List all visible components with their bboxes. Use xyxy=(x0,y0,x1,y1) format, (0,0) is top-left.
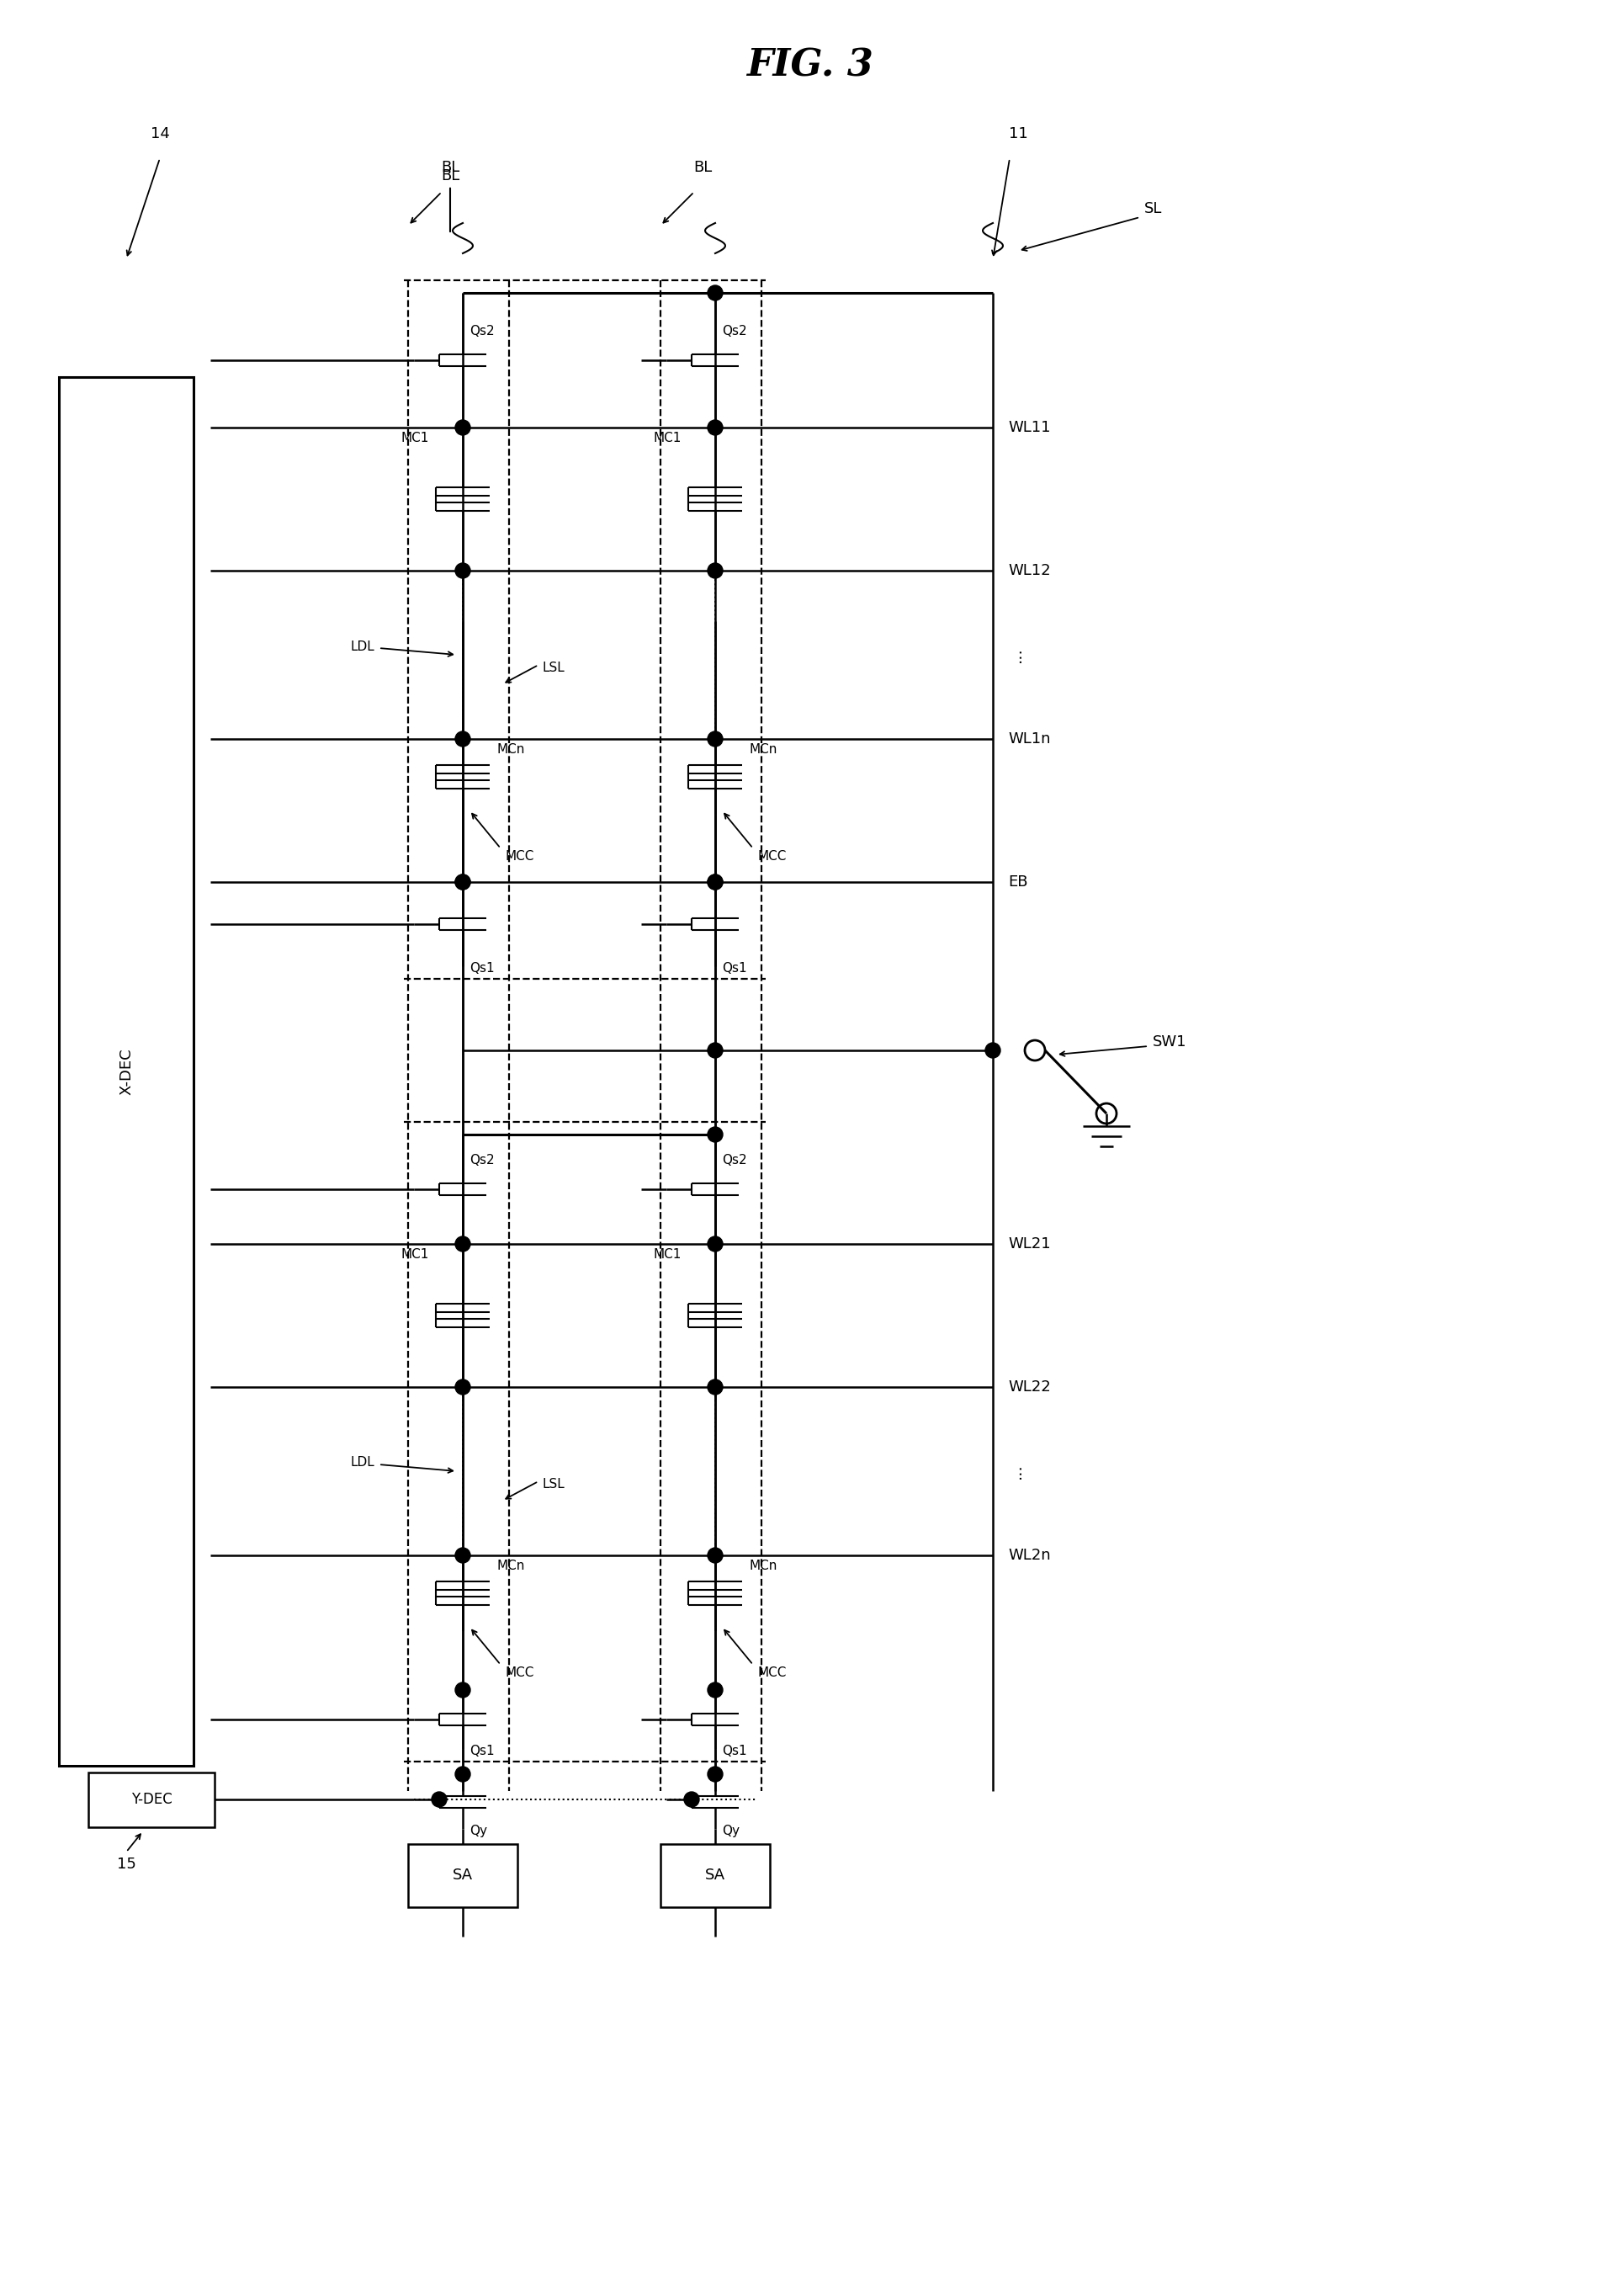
Text: WL21: WL21 xyxy=(1008,1235,1050,1251)
Text: Qs2: Qs2 xyxy=(469,324,493,338)
Text: Qs1: Qs1 xyxy=(722,962,746,974)
Text: MCC: MCC xyxy=(505,1667,534,1678)
Circle shape xyxy=(707,1683,722,1697)
Circle shape xyxy=(707,1766,722,1782)
Circle shape xyxy=(707,1235,722,1251)
Circle shape xyxy=(455,1235,471,1251)
Circle shape xyxy=(707,285,722,301)
Text: WL2n: WL2n xyxy=(1008,1548,1050,1564)
Text: Qy: Qy xyxy=(469,1825,487,1837)
Text: MCC: MCC xyxy=(757,1667,786,1678)
Text: WL11: WL11 xyxy=(1008,420,1050,436)
Text: SA: SA xyxy=(453,1867,472,1883)
Circle shape xyxy=(707,1042,722,1058)
Circle shape xyxy=(455,420,471,436)
Text: MC1: MC1 xyxy=(654,1249,681,1261)
Bar xyxy=(89,1773,215,1828)
Circle shape xyxy=(455,563,471,579)
Text: SL: SL xyxy=(1144,202,1162,216)
Circle shape xyxy=(707,732,722,746)
Text: 15: 15 xyxy=(116,1855,136,1871)
Text: MCC: MCC xyxy=(505,850,534,863)
Text: Qy: Qy xyxy=(722,1825,739,1837)
Text: Qs2: Qs2 xyxy=(722,1153,746,1166)
Text: Y-DEC: Y-DEC xyxy=(131,1791,172,1807)
Text: MCn: MCn xyxy=(497,1559,524,1573)
Text: SW1: SW1 xyxy=(1152,1035,1186,1049)
Text: Qs2: Qs2 xyxy=(722,324,746,338)
Circle shape xyxy=(455,875,471,889)
Text: EB: EB xyxy=(1008,875,1027,889)
Circle shape xyxy=(707,1548,722,1564)
Text: BL: BL xyxy=(693,161,712,174)
Text: WL22: WL22 xyxy=(1008,1380,1050,1394)
Bar xyxy=(660,1844,770,1906)
Text: Qs1: Qs1 xyxy=(469,1745,493,1756)
Text: 11: 11 xyxy=(1008,126,1027,142)
Text: MCn: MCn xyxy=(497,744,524,755)
Circle shape xyxy=(707,1380,722,1394)
Text: WL1n: WL1n xyxy=(1008,732,1050,746)
Circle shape xyxy=(455,732,471,746)
Text: MC1: MC1 xyxy=(401,432,429,445)
Circle shape xyxy=(455,1548,471,1564)
Text: BL: BL xyxy=(440,161,460,174)
Text: MCn: MCn xyxy=(749,744,777,755)
Text: LDL: LDL xyxy=(349,641,374,652)
Text: BL: BL xyxy=(440,168,460,232)
Circle shape xyxy=(455,1766,471,1782)
Text: Qs2: Qs2 xyxy=(469,1153,493,1166)
Circle shape xyxy=(707,563,722,579)
Circle shape xyxy=(432,1791,447,1807)
Text: 14: 14 xyxy=(150,126,170,142)
Circle shape xyxy=(985,1042,1000,1058)
Circle shape xyxy=(707,1127,722,1141)
Text: Qs1: Qs1 xyxy=(469,962,493,974)
Text: MC1: MC1 xyxy=(401,1249,429,1261)
Circle shape xyxy=(684,1791,699,1807)
Text: LSL: LSL xyxy=(542,1479,565,1490)
Bar xyxy=(58,377,194,1766)
Circle shape xyxy=(707,875,722,889)
Circle shape xyxy=(707,420,722,436)
Text: LSL: LSL xyxy=(542,661,565,673)
Text: FIG. 3: FIG. 3 xyxy=(746,48,872,83)
Circle shape xyxy=(707,875,722,889)
Circle shape xyxy=(455,1380,471,1394)
Bar xyxy=(408,1844,518,1906)
Text: ...: ... xyxy=(1008,1463,1024,1479)
Text: MCC: MCC xyxy=(757,850,786,863)
Text: Qs1: Qs1 xyxy=(722,1745,746,1756)
Text: MC1: MC1 xyxy=(654,432,681,445)
Text: X-DEC: X-DEC xyxy=(118,1047,134,1095)
Text: SA: SA xyxy=(705,1867,725,1883)
Text: WL12: WL12 xyxy=(1008,563,1050,579)
Text: LDL: LDL xyxy=(349,1456,374,1469)
Circle shape xyxy=(455,875,471,889)
Circle shape xyxy=(455,1683,471,1697)
Text: MCn: MCn xyxy=(749,1559,777,1573)
Text: ...: ... xyxy=(1008,647,1024,664)
